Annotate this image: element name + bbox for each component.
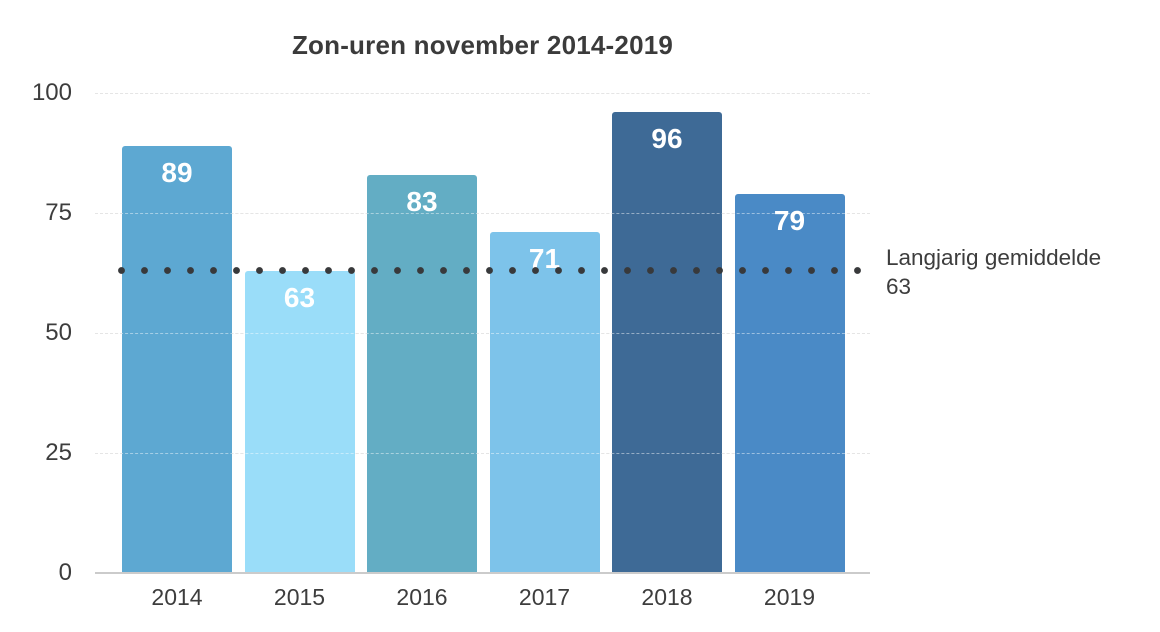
- gridline-overlay-50: [95, 333, 870, 334]
- bar-2015: [244, 270, 355, 573]
- x-axis-tick-label: 2018: [641, 584, 693, 610]
- x-axis-tick-label: 2015: [273, 584, 326, 610]
- average-line-annotation: Langjarig gemiddelde 63: [886, 243, 1146, 301]
- x-axis-tick-label: 2019: [763, 584, 816, 610]
- gridline-overlay-25: [95, 453, 870, 454]
- y-axis-tick-label: 100: [31, 79, 72, 106]
- bar-2018: [612, 112, 722, 573]
- chart-title: Zon-uren november 2014-2019: [291, 30, 674, 60]
- gridline-overlay-75: [95, 213, 870, 214]
- bar-2017: [489, 232, 600, 573]
- bar-value-label: 63: [283, 281, 316, 313]
- gridline-25: [95, 453, 870, 454]
- x-axis-tick-label: 2016: [396, 584, 448, 610]
- bar-value-label: 96: [651, 123, 683, 155]
- gridline-overlay-100: [95, 93, 870, 94]
- bar-value-label: 79: [773, 204, 806, 236]
- average-line-label: Langjarig gemiddelde: [886, 244, 1102, 270]
- bar-value-label: 83: [406, 185, 438, 217]
- gridline-50: [95, 333, 870, 334]
- gridline-75: [95, 213, 870, 214]
- y-axis-tick-label: 50: [45, 319, 72, 346]
- bar-2014: [122, 145, 232, 573]
- x-axis-tick-label: 2014: [151, 584, 203, 610]
- bar-2016: [367, 174, 477, 573]
- bar-value-label: 89: [161, 156, 193, 188]
- average-line-value: 63: [886, 273, 912, 299]
- gridline-100: [95, 93, 870, 94]
- x-axis-tick-label: 2017: [518, 584, 571, 610]
- bar-2019: [734, 193, 845, 573]
- y-axis-tick-label: 75: [45, 199, 72, 226]
- y-axis-tick-label: 25: [45, 439, 72, 466]
- x-axis-line: [95, 572, 870, 574]
- average-reference-line: [110, 266, 874, 276]
- y-axis-tick-label: 0: [58, 559, 72, 586]
